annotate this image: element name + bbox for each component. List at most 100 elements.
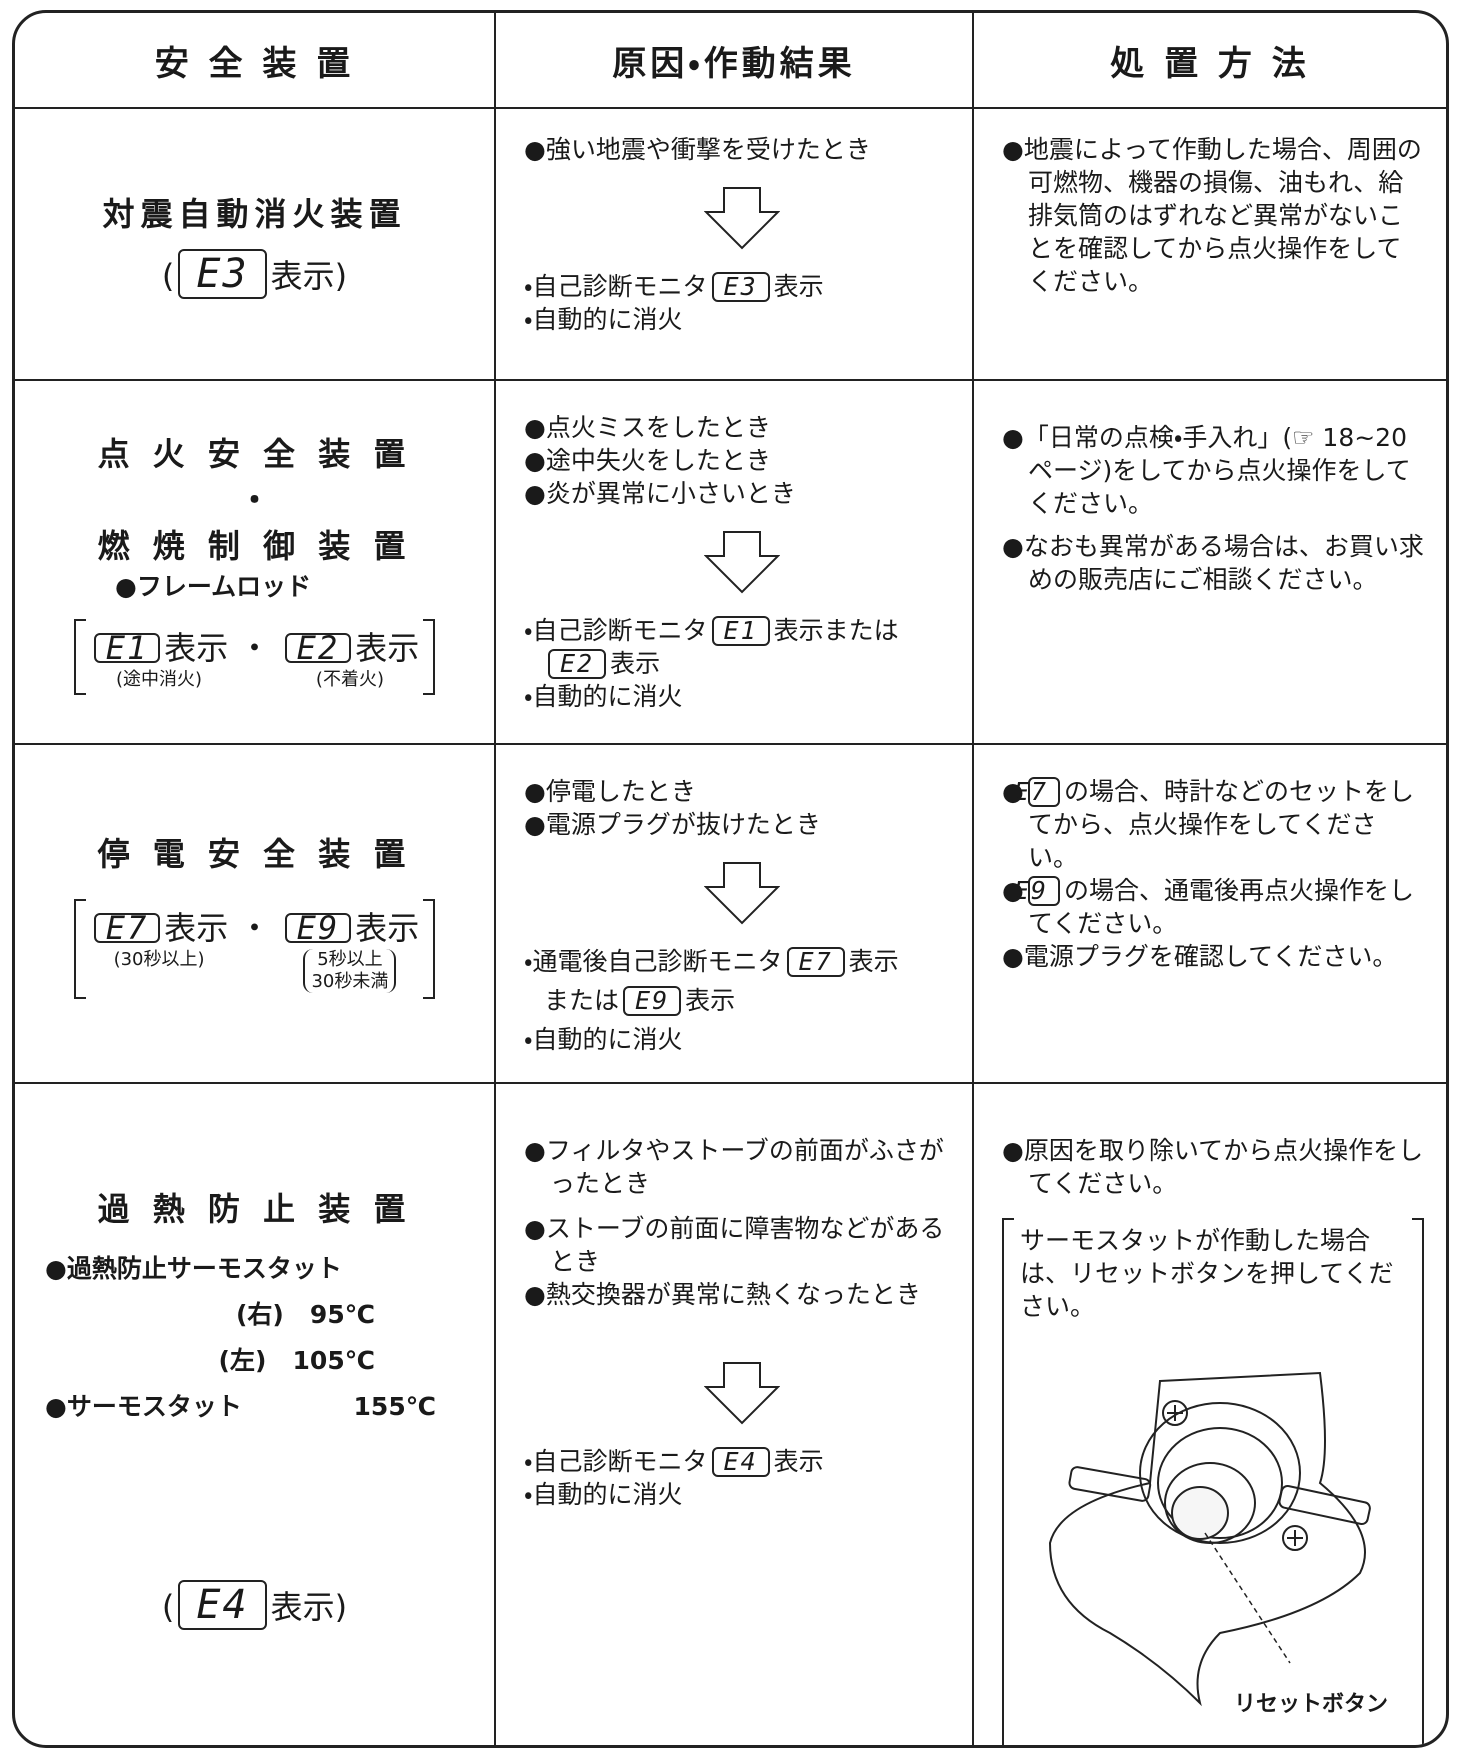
text: 表示 — [164, 908, 229, 947]
note-box: サーモスタットが作動した場合は、リセットボタンを押してください。 リセットボタン — [1002, 1218, 1424, 1745]
text: の場合、時計などのセットをしてから、点火操作をしてください。 — [1028, 777, 1414, 872]
text: の場合、通電後再点火操作をしてください。 — [1028, 876, 1414, 938]
error-code: E7 — [93, 912, 161, 944]
text: ・ — [238, 629, 271, 667]
text: 105℃ — [292, 1346, 375, 1375]
text: 表示 — [355, 629, 420, 667]
result: ・自己診断モニタ E4 表示 — [524, 1445, 950, 1478]
display-line: (E4 表示) — [15, 1580, 494, 1630]
action-cell: ●原因を取り除いてから点火操作をしてください。 サーモスタットが作動した場合は、… — [972, 1082, 1446, 1745]
text: ●サーモスタット — [45, 1392, 242, 1421]
safety-table-frame: 安 全 装 置 原因・作動結果 処 置 方 法 対震自動消火装置 (E3 表示) … — [12, 10, 1449, 1748]
error-code: E3 — [711, 272, 770, 302]
rect — [1068, 1466, 1152, 1502]
header-row: 安 全 装 置 原因・作動結果 処 置 方 法 — [15, 13, 1446, 109]
table-row: 停 電 安 全 装 置 E7 表示 (30秒以上) ・ E9 表示 5秒以上 30秒未満 … — [15, 743, 1446, 1084]
text: ・ — [238, 908, 271, 947]
text: ・自己診断モニタ — [524, 616, 708, 645]
trigger: ●電源プラグが抜けたとき — [524, 810, 821, 839]
text: 表示 — [848, 947, 899, 976]
path — [1167, 1405, 1183, 1421]
trigger: ●点火ミスをしたとき — [524, 413, 771, 442]
text: (右) — [235, 1300, 284, 1329]
spec-line: (左) 105℃ — [15, 1338, 494, 1384]
header-cell: 安 全 装 置 — [15, 13, 496, 109]
path — [1287, 1530, 1303, 1546]
text: 95℃ — [309, 1300, 375, 1329]
ellipse — [1164, 1462, 1256, 1544]
error-code: E4 — [178, 1580, 267, 1630]
device-name: 過 熱 防 止 装 置 — [97, 1190, 412, 1228]
spec-line: (右) 95℃ — [15, 1292, 494, 1338]
result: ・自動的に消火 — [524, 1025, 683, 1054]
ellipse — [1171, 1486, 1229, 1540]
text: ● — [1002, 777, 1024, 806]
cause-cell: ●強い地震や衝撃を受けたとき ・自己診断モニタ E3 表示 ・自動的に消火 — [494, 107, 974, 381]
text: 155℃ — [353, 1392, 436, 1421]
line — [1204, 1532, 1291, 1664]
text: ・自己診断モニタ — [524, 1447, 708, 1476]
error-code: E4 — [711, 1447, 770, 1477]
text: ( — [161, 1588, 175, 1626]
table-row: 対震自動消火装置 (E3 表示) ●強い地震や衝撃を受けたとき ・自己診断モニタ E… — [15, 107, 1446, 381]
trigger: ●ストーブの前面に障害物などがあるとき — [524, 1214, 945, 1276]
ellipse — [1157, 1427, 1283, 1539]
display-note: 5秒以上 30秒未満 — [303, 948, 397, 993]
trigger: ●強い地震や衝撃を受けたとき — [524, 135, 871, 164]
span: (右) 95℃ — [45, 1292, 375, 1338]
down-arrow — [704, 531, 780, 594]
action-item: ●E7 の場合、時計などのセットをしてから、点火操作をしてください。 — [1002, 775, 1424, 874]
error-code: E9 — [1014, 876, 1060, 906]
text: または — [544, 986, 620, 1015]
circle — [1282, 1525, 1308, 1551]
action-item: ●電源プラグを確認してください。 — [1002, 942, 1398, 971]
text: 5秒以上 — [317, 948, 383, 970]
safety-table: 安 全 装 置 原因・作動結果 処 置 方 法 対震自動消火装置 (E3 表示) … — [15, 13, 1446, 1745]
device-name: 停 電 安 全 装 置 — [97, 834, 412, 873]
text: 表示) — [270, 257, 348, 295]
device-sub: ●フレームロッド — [115, 572, 312, 601]
text: (左) — [218, 1346, 267, 1375]
path — [704, 187, 780, 250]
device-cell: 停 電 安 全 装 置 E7 表示 (30秒以上) ・ E9 表示 5秒以上 30秒未満 — [15, 743, 496, 1084]
display-note: (30秒以上) — [113, 948, 205, 970]
error-code: E7 — [786, 947, 845, 977]
display-note: (不着火) — [315, 669, 384, 690]
table-row: 点 火 安 全 装 置 ・ 燃 焼 制 御 装 置 ●フレームロッド E1 表示(… — [15, 379, 1446, 745]
device-cell: 過 熱 防 止 装 置 ●過熱防止サーモスタット (右) 95℃ (左) 105… — [15, 1082, 496, 1745]
display-line: (E3 表示) — [15, 249, 494, 299]
path — [1048, 1371, 1366, 1707]
text: 表示 — [610, 649, 661, 678]
error-code: E2 — [548, 649, 607, 679]
action-cell: ●「日常の点検・手入れ」(☞ 18~20ページ)をしてから点火操作をしてください… — [972, 379, 1446, 745]
text: 表示) — [270, 1588, 348, 1626]
rect — [1278, 1485, 1371, 1526]
text: 表示 — [355, 908, 420, 947]
display-group: E7 表示 (30秒以上) — [90, 903, 229, 971]
cause-cell: ●点火ミスをしたとき ●途中失火をしたとき ●炎が異常に小さいとき ・自己診断モ… — [494, 379, 974, 745]
device-name: ・ — [238, 481, 271, 519]
device-name: 燃 焼 制 御 装 置 — [97, 527, 412, 565]
error-code: E1 — [711, 616, 770, 646]
path — [704, 1362, 780, 1425]
trigger: ●炎が異常に小さいとき — [524, 479, 796, 508]
table-row: 過 熱 防 止 装 置 ●過熱防止サーモスタット (右) 95℃ (左) 105… — [15, 1082, 1446, 1745]
action-cell: ●E7 の場合、時計などのセットをしてから、点火操作をしてください。 ●E9 の場合… — [972, 743, 1446, 1084]
text: 表示 — [773, 1447, 824, 1476]
trigger: ●途中失火をしたとき — [524, 446, 771, 475]
down-arrow — [704, 1362, 780, 1425]
spec-line: ●サーモスタット 155℃ — [15, 1384, 494, 1430]
text: 表示 — [773, 272, 824, 301]
display-bracket: E1 表示 (途中消火) ・ E2 表示 (不着火) — [73, 619, 436, 695]
down-arrow — [704, 187, 780, 250]
result: ・自動的に消火 — [524, 682, 683, 711]
result: E2 表示 — [524, 647, 950, 680]
device-name: 点 火 安 全 装 置 — [97, 435, 412, 473]
path — [704, 862, 780, 925]
device-cell: 対震自動消火装置 (E3 表示) — [15, 107, 496, 381]
tbody: 安 全 装 置 原因・作動結果 処 置 方 法 対震自動消火装置 (E3 表示) … — [15, 13, 1446, 1745]
cause-cell: ●停電したとき ●電源プラグが抜けたとき ・通電後自己診断モニタ E7 表示 または… — [494, 743, 974, 1084]
error-code: E3 — [178, 249, 267, 299]
text: ・通電後自己診断モニタ — [524, 947, 783, 976]
error-code: E1 — [93, 632, 161, 664]
